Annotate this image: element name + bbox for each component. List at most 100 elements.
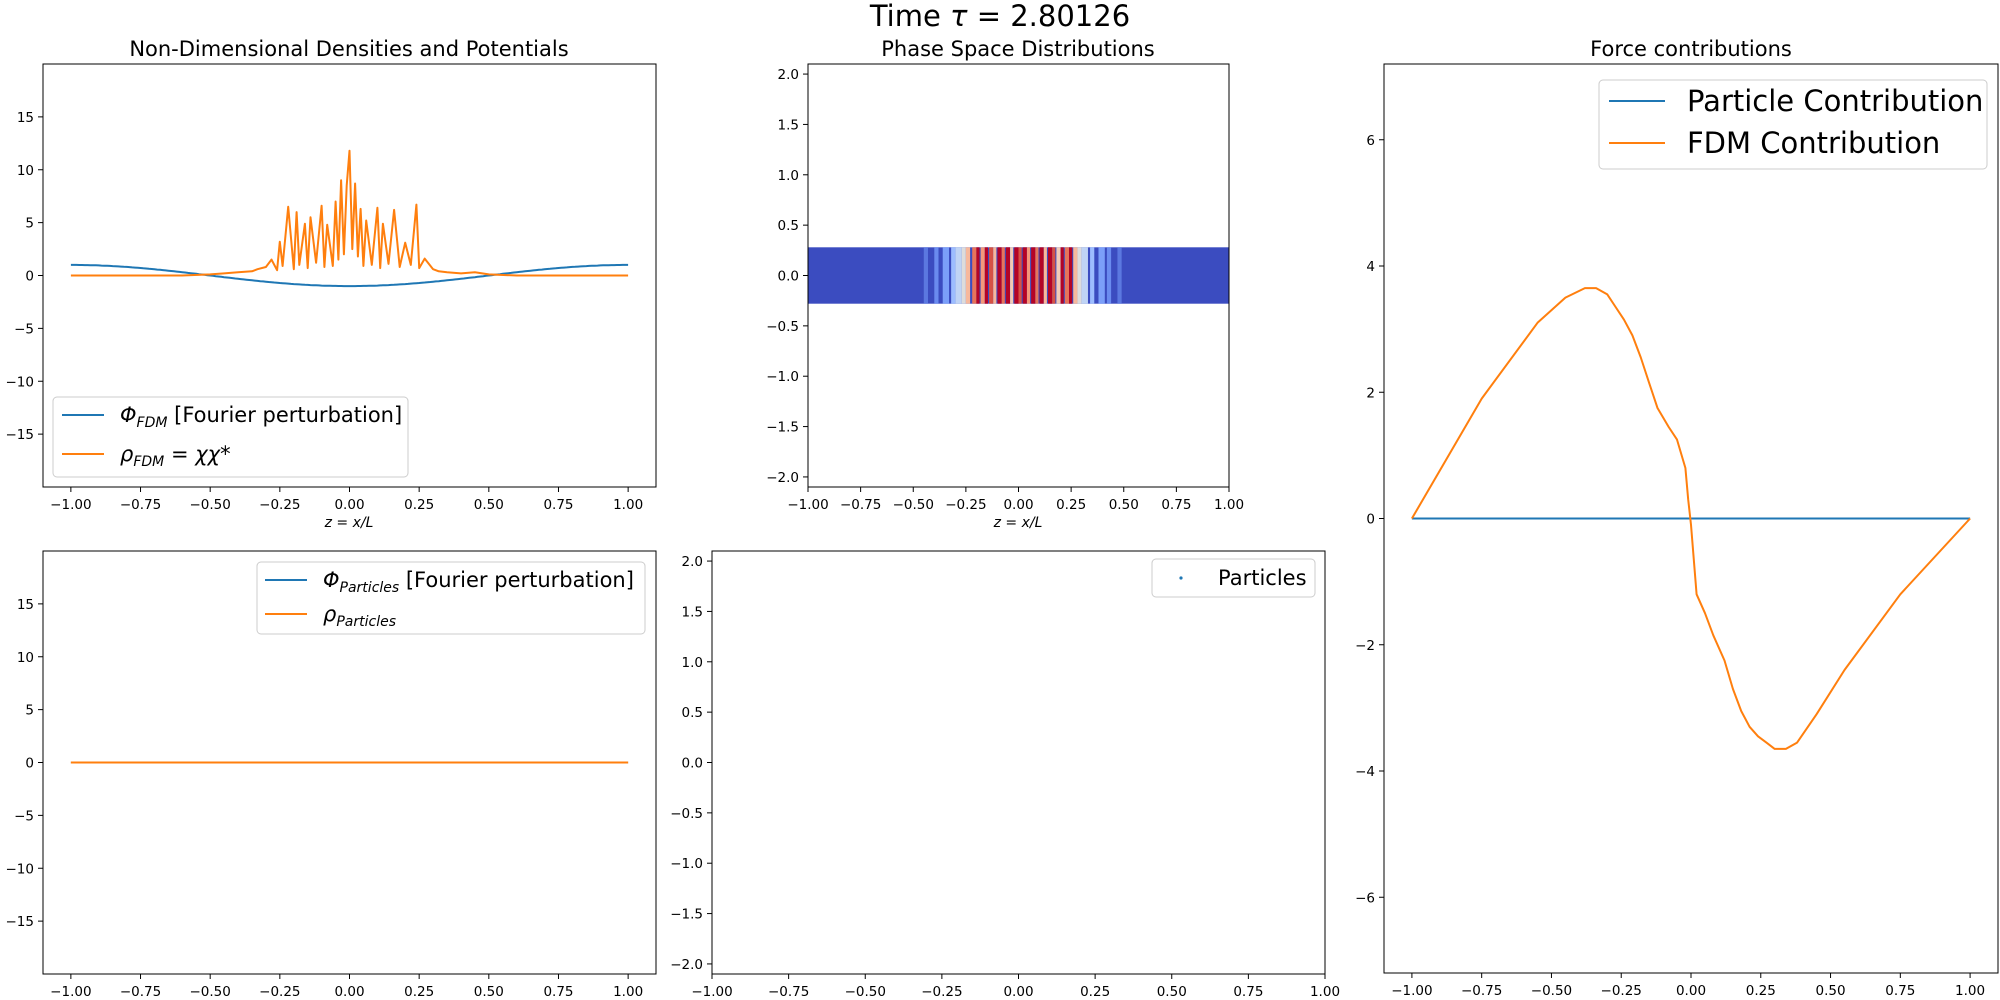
- densities-panel: Non-Dimensional Densities and Potentials…: [6, 37, 657, 531]
- forces-ytick-label: −6: [1355, 890, 1375, 906]
- particles-phase-xtick-label: −0.75: [768, 984, 809, 1000]
- phase-stripe: [955, 247, 962, 304]
- phase-fdm-ytick-label: 1.5: [778, 117, 799, 133]
- phase-stripe: [934, 247, 939, 304]
- phase-fdm-ytick-label: 2.0: [778, 67, 799, 83]
- phase-stripe: [993, 247, 997, 304]
- particles-density-legend-label-2: ρParticles: [323, 602, 396, 630]
- phase-stripe: [1069, 247, 1073, 304]
- densities-legend-box: [52, 396, 409, 478]
- particles-density-xtick-label: −0.25: [259, 984, 300, 1000]
- forces-legend-label-2: FDM Contribution: [1687, 126, 1940, 160]
- phase-stripe: [1052, 247, 1056, 304]
- densities-xtick-label: 0.50: [474, 497, 504, 513]
- suptitle-value: = 2.80126: [968, 0, 1131, 33]
- particles-phase-xtick-label: −0.50: [845, 984, 886, 1000]
- densities-xtick-label: −0.50: [189, 497, 230, 513]
- phase-stripe: [989, 247, 994, 304]
- particles-phase-legend: Particles: [1151, 558, 1316, 598]
- forces-ytick-label: −2: [1355, 638, 1375, 654]
- phase-fdm-ytick-label: −1.0: [766, 369, 799, 385]
- forces-xtick-label: 0.25: [1746, 983, 1776, 999]
- suptitle-symbol: τ: [950, 0, 968, 33]
- densities-xtick-label: −1.00: [50, 497, 91, 513]
- suptitle-prefix: Time: [869, 0, 950, 33]
- phase-stripe: [1005, 247, 1011, 304]
- particles-phase-legend-label: Particles: [1218, 566, 1307, 590]
- forces-title: Force contributions: [1590, 37, 1792, 61]
- particles-phase-xtick-label: −0.25: [921, 984, 962, 1000]
- particles-phase-ytick-label: 0.0: [682, 756, 703, 772]
- phase-fdm-xlabel-rest: = x/L: [1001, 515, 1042, 531]
- phase-stripe: [1018, 247, 1022, 304]
- particles-density-ytick-label: −15: [6, 914, 35, 930]
- phase-stripe: [1031, 247, 1036, 304]
- densities-ytick-label: −10: [6, 374, 35, 390]
- forces-legend-box: [1598, 79, 1988, 170]
- particles-phase-ytick-label: −0.5: [670, 806, 703, 822]
- densities-ytick-label: −15: [6, 427, 35, 443]
- densities-ytick-label: −5: [14, 321, 34, 337]
- phase-stripe: [1106, 247, 1112, 304]
- phase-fdm-ytick-label: 1.0: [778, 168, 799, 184]
- phase-stripe: [984, 247, 988, 304]
- densities-xtick-label: 0.25: [404, 497, 434, 513]
- particles-density-ytick-label: −5: [14, 808, 34, 824]
- forces-xtick-label: −0.50: [1531, 983, 1572, 999]
- particles-phase-ytick-label: −1.0: [670, 856, 703, 872]
- particles-density-ytick-label: 0: [25, 756, 34, 772]
- phase-fdm-xlabel-var: z: [993, 515, 1002, 531]
- forces-xtick-label: −0.25: [1601, 983, 1642, 999]
- particles-phase-ytick-label: 0.5: [682, 705, 703, 721]
- phase-fdm-xtick-label: 0.50: [1109, 497, 1139, 513]
- densities-ytick-label: 5: [25, 216, 34, 232]
- particles-density-xtick-label: 0.75: [543, 984, 573, 1000]
- phase-stripe: [1117, 247, 1122, 304]
- phase-stripe: [1047, 247, 1053, 304]
- phase-stripe: [1001, 247, 1005, 304]
- particles-phase-ytick-label: 1.0: [682, 655, 703, 671]
- forces-xtick-label: 1.00: [1955, 983, 1985, 999]
- densities-title: Non-Dimensional Densities and Potentials: [129, 37, 568, 61]
- phase-fdm-xtick-label: 1.00: [1214, 497, 1244, 513]
- particles-density-xtick-label: 0.50: [474, 984, 504, 1000]
- particles-density-legend-label-1: ΦParticles [Fourier perturbation]: [323, 568, 634, 596]
- phase-stripe: [1081, 247, 1088, 304]
- particles-phase-panel: −1.00 −0.75 −0.50 −0.25 0.00 0.25 0.50 0.75 1.00…: [670, 550, 1340, 1000]
- densities-xlabel: z = x/L: [324, 515, 374, 531]
- densities-xtick-label: 1.00: [613, 497, 643, 513]
- densities-xlabel-var: z: [324, 515, 333, 531]
- particles-density-xtick-label: −0.50: [189, 984, 230, 1000]
- forces-xtick-label: −0.75: [1461, 983, 1502, 999]
- particles-density-xtick-label: −0.75: [120, 984, 161, 1000]
- particles-density-xtick-label: 1.00: [613, 984, 643, 1000]
- phase-stripe: [951, 247, 956, 304]
- phase-fdm-ytick-label: −2.0: [766, 470, 799, 486]
- phase-fdm-xtick-label: 0.75: [1161, 497, 1191, 513]
- forces-legend: Particle Contribution FDM Contribution: [1598, 79, 1988, 170]
- phase-stripe: [1026, 247, 1031, 304]
- particles-phase-legend-box: [1151, 558, 1316, 598]
- figure-suptitle: Time τ = 2.80126: [869, 0, 1130, 33]
- phase-stripe: [1064, 247, 1070, 304]
- particles-density-ytick-label: −10: [6, 861, 35, 877]
- phase-stripe: [1098, 247, 1105, 304]
- phase-fdm-panel: Phase Space Distributions −1.00 −0.75 −0.5…: [766, 37, 1244, 531]
- particles-density-ytick-label: 15: [17, 597, 34, 613]
- phase-fdm-ytick-label: −0.5: [766, 319, 799, 335]
- phase-fdm-xtick-label: −0.50: [893, 497, 934, 513]
- phase-fdm-xtick-label: 0.00: [1003, 497, 1033, 513]
- phase-stripe: [942, 247, 950, 304]
- densities-legend-label-2: ρFDM = χχ*: [120, 442, 231, 470]
- densities-ytick-label: 0: [25, 269, 34, 285]
- phase-fdm-xtick-label: −0.75: [840, 497, 881, 513]
- particles-density-ytick-label: 5: [25, 703, 34, 719]
- phase-stripe: [923, 247, 928, 304]
- phase-fdm-xtick-label: −0.25: [945, 497, 986, 513]
- phase-fdm-title: Phase Space Distributions: [881, 37, 1155, 61]
- phase-fdm-ytick-label: −1.5: [766, 420, 799, 436]
- phase-stripe: [961, 247, 966, 304]
- densities-series-2-line: [70, 149, 629, 277]
- forces-xtick-label: 0.00: [1676, 983, 1706, 999]
- forces-ytick-label: 6: [1366, 133, 1375, 149]
